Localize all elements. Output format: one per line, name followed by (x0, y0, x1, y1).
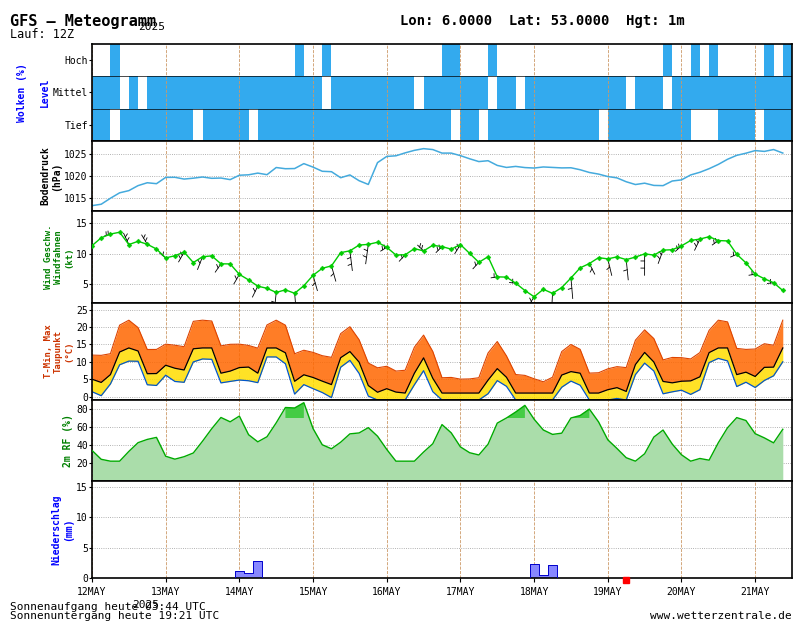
Text: 2025: 2025 (138, 22, 165, 32)
Y-axis label: Niederschlag
(mm): Niederschlag (mm) (52, 494, 74, 565)
Text: GFS – Meteogramm: GFS – Meteogramm (10, 14, 155, 29)
Y-axis label: Wolken (%)

Level: Wolken (%) Level (17, 63, 50, 122)
Text: www.wetterzentrale.de: www.wetterzentrale.de (650, 611, 792, 621)
Text: Sonnenaufgang heute 03:44 UTC: Sonnenaufgang heute 03:44 UTC (10, 602, 206, 612)
Text: Lon: 6.0000  Lat: 53.0000  Hgt: 1m: Lon: 6.0000 Lat: 53.0000 Hgt: 1m (400, 14, 685, 28)
Text: Lauf: 12Z: Lauf: 12Z (10, 28, 74, 41)
Text: Sonnenuntergang heute 19:21 UTC: Sonnenuntergang heute 19:21 UTC (10, 611, 219, 621)
Y-axis label: T-Min, Max
Taupunkt
(°C): T-Min, Max Taupunkt (°C) (43, 324, 74, 378)
Y-axis label: Bodendruck
(hPa): Bodendruck (hPa) (40, 147, 62, 206)
Text: 2025: 2025 (133, 599, 160, 609)
Y-axis label: Wind Geschw.
Windfahnen
(kt): Wind Geschw. Windfahnen (kt) (43, 225, 74, 289)
Y-axis label: 2m RF (%): 2m RF (%) (63, 414, 74, 467)
